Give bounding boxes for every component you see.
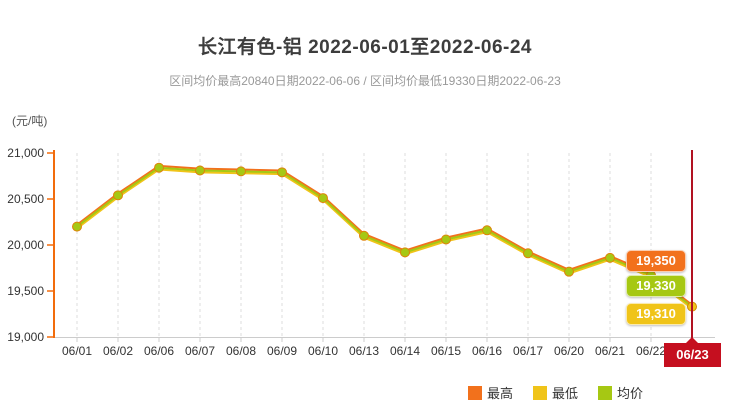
data-point-marker[interactable]: [236, 166, 246, 177]
end-value-label-high: 19,350: [626, 250, 686, 272]
legend-swatch-avg: [598, 385, 613, 400]
y-tick-label: 20,500: [7, 192, 44, 206]
legend-label-high: 最高: [487, 386, 514, 401]
x-tick-label: 06/01: [62, 344, 92, 358]
chart-legend: 最高 最低 均价: [468, 383, 643, 402]
series-line-最高[interactable]: [76, 164, 693, 306]
legend-item-low[interactable]: 最低: [533, 383, 578, 402]
x-tick-label: 06/10: [308, 344, 338, 358]
data-point-marker[interactable]: [113, 190, 123, 201]
y-tick-label: 20,000: [7, 238, 44, 252]
data-point-marker[interactable]: [195, 165, 205, 176]
data-point-marker[interactable]: [482, 225, 492, 236]
legend-swatch-low: [533, 385, 548, 400]
y-tick-label: 21,000: [7, 146, 44, 160]
end-value-label-low: 19,310: [626, 303, 686, 325]
end-value-label-avg: 19,330: [626, 275, 686, 297]
data-point-marker[interactable]: [605, 252, 615, 263]
data-point-marker[interactable]: [154, 162, 164, 173]
badge-notch: [686, 337, 698, 343]
data-point-marker[interactable]: [72, 221, 82, 232]
legend-swatch-high: [468, 385, 482, 400]
chart-subtitle: 区间均价最高20840日期2022-06-06 / 区间均价最低19330日期2…: [169, 74, 561, 88]
data-point-marker[interactable]: [277, 167, 287, 178]
series-line-均价[interactable]: [76, 166, 693, 308]
x-tick-label: 06/02: [103, 344, 133, 358]
x-tick-label: 06/13: [349, 344, 379, 358]
x-tick-label: 06/20: [554, 344, 584, 358]
y-tick-label: 19,500: [7, 284, 44, 298]
legend-label-avg: 均价: [617, 386, 644, 401]
legend-label-low: 最低: [552, 386, 579, 401]
data-point-marker[interactable]: [359, 230, 369, 241]
x-tick-label: 06/07: [185, 344, 215, 358]
y-tick-label: 19,000: [7, 330, 44, 344]
y-axis-unit-label: (元/吨): [12, 114, 48, 128]
x-tick-label: 06/17: [513, 344, 543, 358]
highlighted-date-badge[interactable]: 06/23: [664, 337, 721, 367]
x-tick-label: 06/06: [144, 344, 174, 358]
x-tick-label: 06/14: [390, 344, 420, 358]
data-point-marker[interactable]: [564, 266, 574, 277]
x-tick-label: 06/21: [595, 344, 625, 358]
x-tick-label: 06/22: [636, 344, 666, 358]
series-line-最低[interactable]: [76, 168, 693, 310]
page-title: 长江有色-铝 2022-06-01至2022-06-24: [198, 37, 532, 58]
legend-item-high[interactable]: 最高: [468, 383, 513, 402]
data-point-marker[interactable]: [318, 193, 328, 204]
x-tick-label: 06/15: [431, 344, 461, 358]
legend-item-avg[interactable]: 均价: [598, 383, 643, 402]
data-point-marker[interactable]: [523, 248, 533, 259]
badge-date-text: 06/23: [676, 347, 709, 362]
data-point-marker[interactable]: [441, 234, 451, 245]
x-tick-label: 06/16: [472, 344, 502, 358]
x-tick-label: 06/09: [267, 344, 297, 358]
data-point-marker[interactable]: [400, 247, 410, 258]
x-tick-label: 06/08: [226, 344, 256, 358]
